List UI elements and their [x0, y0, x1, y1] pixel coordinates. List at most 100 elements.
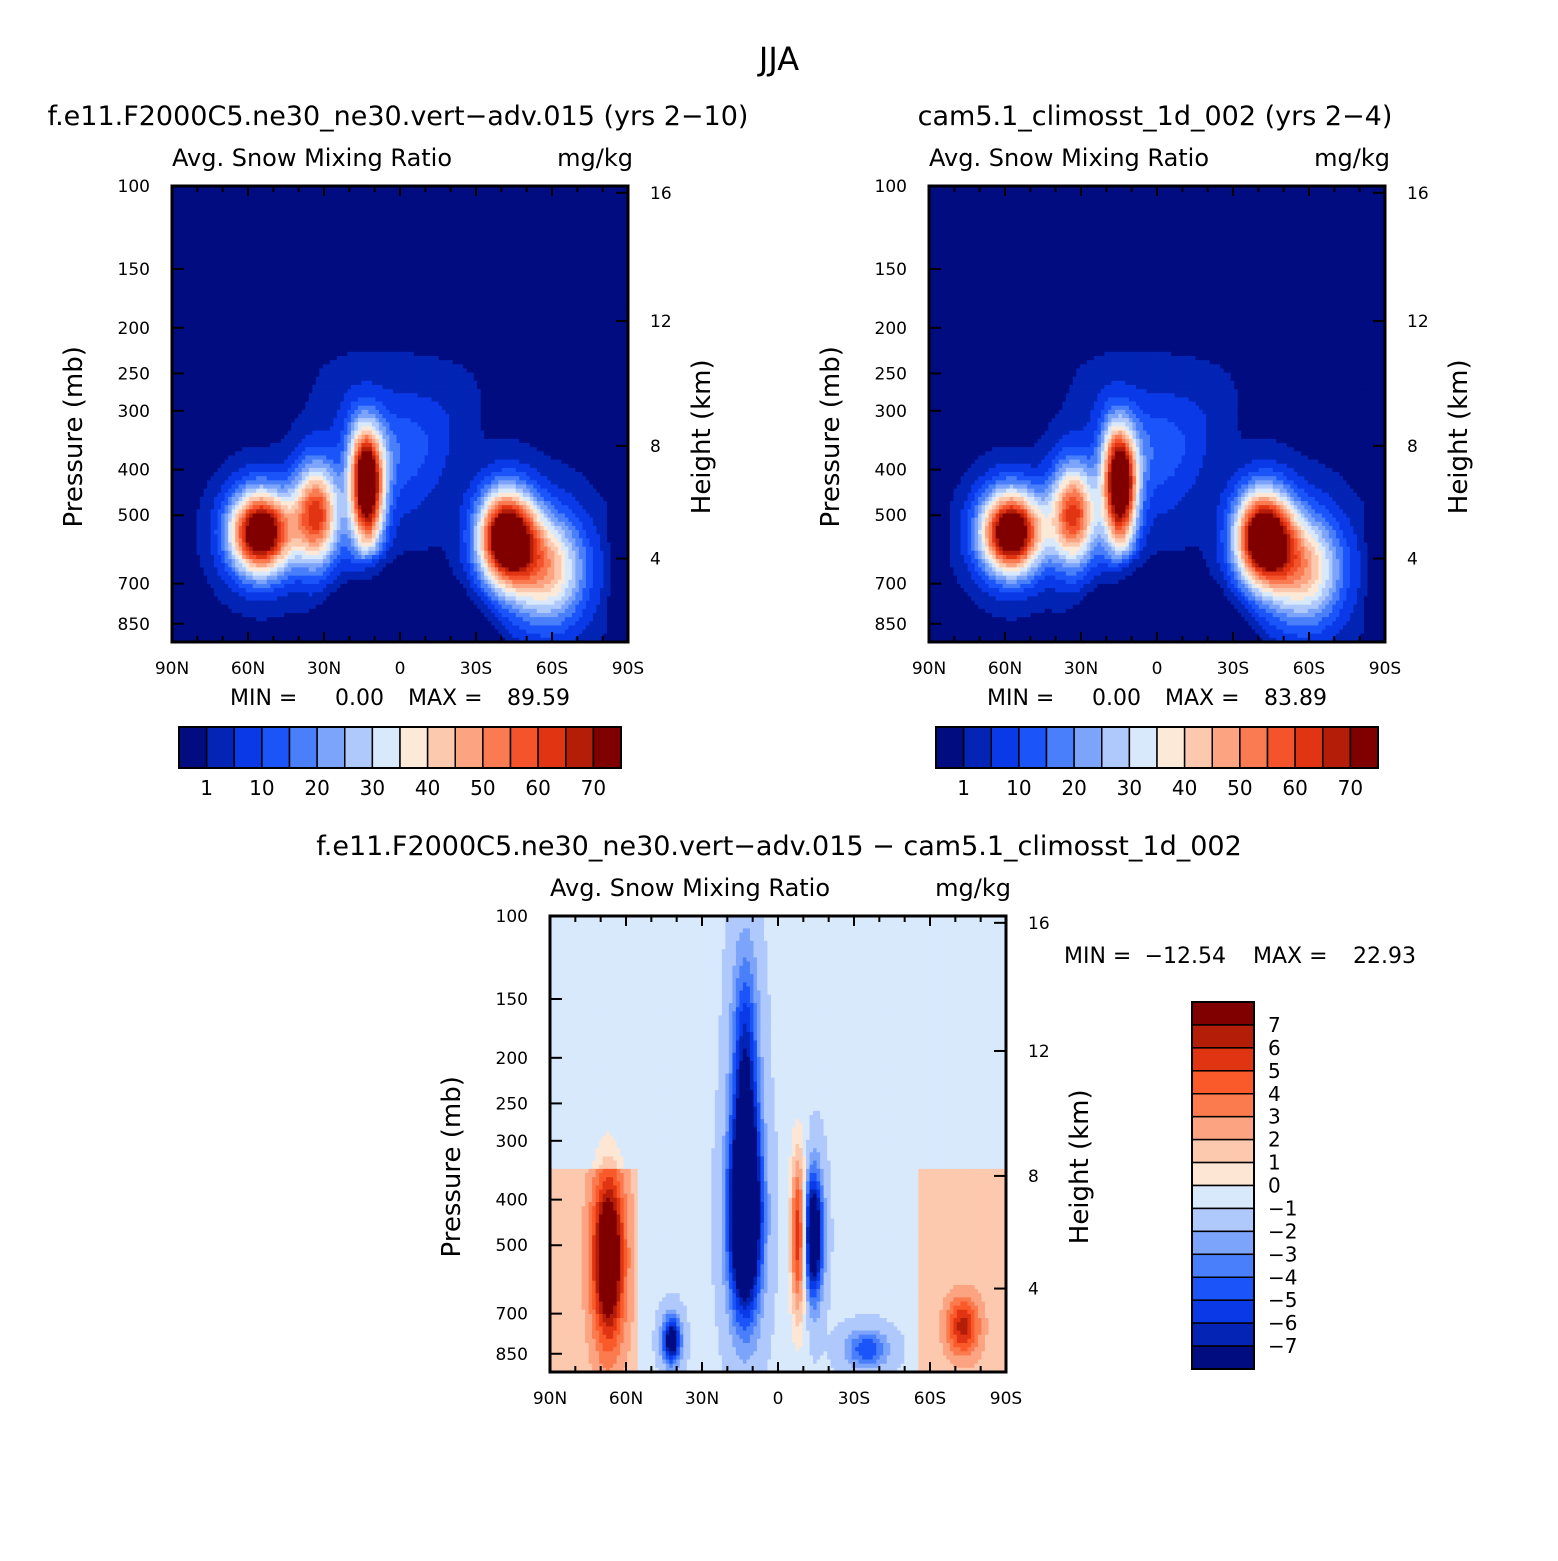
contour-cell: [266, 281, 271, 287]
contour-cell: [599, 219, 605, 224]
contour-cell: [582, 235, 587, 241]
contour-cell: [182, 273, 187, 278]
contour-cell: [378, 190, 384, 195]
contour-cell: [357, 239, 363, 245]
contour-cell: [287, 331, 292, 336]
contour-cell: [224, 297, 229, 303]
contour-cell: [329, 198, 334, 204]
contour-cell: [368, 223, 373, 229]
contour-cell: [452, 326, 457, 332]
contour-cell: [407, 264, 412, 270]
contour-cell: [571, 264, 576, 270]
contour-cell: [378, 331, 384, 336]
contour-cell: [186, 343, 191, 349]
contour-cell: [414, 314, 419, 320]
contour-cell: [221, 343, 226, 349]
contour-cell: [389, 281, 394, 287]
contour-cell: [301, 293, 306, 299]
contour-cell: [571, 256, 576, 262]
contour-cell: [410, 248, 415, 253]
contour-cell: [217, 248, 222, 253]
contour-cell: [508, 227, 513, 233]
contour-cell: [273, 227, 278, 233]
contour-cell: [179, 264, 184, 270]
contour-cell: [536, 219, 541, 224]
contour-cell: [557, 264, 562, 270]
contour-cell: [617, 314, 622, 320]
contour-cell: [231, 331, 236, 336]
contour-cell: [578, 186, 583, 191]
contour-cell: [196, 331, 201, 336]
contour-cell: [375, 244, 380, 249]
contour-cell: [308, 248, 313, 253]
contour-cell: [214, 223, 219, 229]
contour-cell: [294, 215, 299, 220]
contour-cell: [557, 268, 562, 274]
contour-cell: [610, 256, 615, 262]
contour-cell: [287, 194, 292, 200]
contour-cell: [315, 256, 320, 262]
contour-cell: [466, 310, 471, 316]
contour-cell: [606, 264, 612, 270]
contour-cell: [329, 331, 334, 336]
contour-cell: [403, 186, 408, 191]
contour-cell: [182, 268, 187, 274]
contour-cell: [445, 231, 450, 237]
contour-cell: [277, 219, 282, 224]
contour-cell: [575, 190, 580, 195]
contour-cell: [596, 210, 601, 216]
contour-cell: [396, 277, 401, 282]
contour-cell: [417, 318, 422, 324]
contour-cell: [414, 235, 419, 241]
contour-cell: [231, 322, 236, 328]
contour-cell: [287, 302, 292, 307]
contour-cell: [571, 198, 576, 204]
contour-cell: [256, 244, 261, 249]
contour-cell: [487, 231, 492, 237]
contour-cell: [480, 281, 485, 287]
contour-cell: [512, 314, 517, 320]
contour-cell: [336, 277, 341, 282]
contour-cell: [417, 231, 422, 237]
contour-cell: [477, 210, 482, 216]
contour-cell: [452, 289, 457, 295]
contour-cell: [326, 285, 331, 291]
contour-cell: [193, 302, 198, 307]
contour-cell: [266, 239, 271, 245]
contour-cell: [364, 302, 370, 307]
contour-cell: [536, 235, 541, 241]
contour-cell: [249, 306, 254, 311]
contour-cell: [207, 310, 212, 316]
contour-cell: [221, 285, 226, 291]
contour-cell: [582, 256, 587, 262]
contour-cell: [368, 281, 373, 287]
contour-cell: [340, 326, 345, 332]
contour-cell: [428, 202, 433, 208]
contour-cell: [484, 239, 489, 245]
contour-cell: [505, 281, 510, 287]
contour-cell: [319, 256, 324, 262]
contour-cell: [235, 194, 240, 200]
contour-cell: [203, 231, 208, 237]
contour-cell: [196, 252, 201, 258]
contour-cell: [364, 339, 370, 345]
contour-cell: [319, 239, 324, 245]
contour-cell: [385, 285, 391, 291]
contour-cell: [414, 202, 419, 208]
contour-cell: [259, 273, 264, 278]
contour-cell: [582, 339, 587, 345]
contour-cell: [172, 206, 177, 212]
contour-cell: [287, 322, 292, 328]
contour-cell: [470, 244, 475, 249]
contour-cell: [308, 235, 313, 241]
contour-cell: [259, 210, 264, 216]
contour-cell: [410, 239, 415, 245]
contour-cell: [410, 219, 415, 224]
contour-cell: [326, 227, 331, 233]
contour-cell: [175, 331, 180, 336]
contour-cell: [557, 260, 562, 266]
contour-cell: [361, 326, 366, 332]
contour-cell: [564, 314, 569, 320]
contour-cell: [442, 210, 447, 216]
contour-cell: [354, 244, 359, 249]
